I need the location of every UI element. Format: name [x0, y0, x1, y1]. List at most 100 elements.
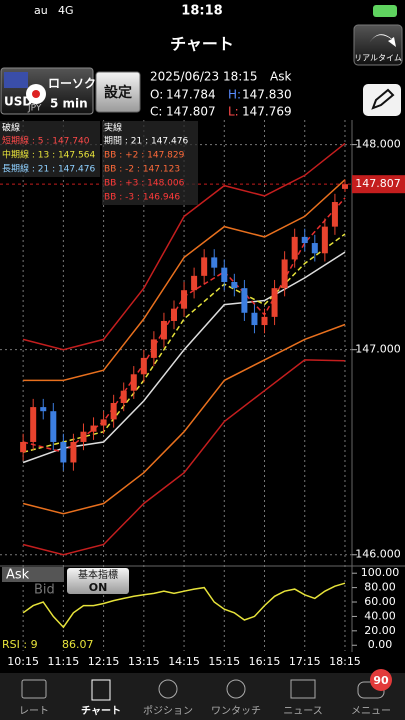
realtime-icon [368, 34, 396, 47]
candle-body [40, 407, 47, 412]
y-tick-label: 146.000 [355, 548, 401, 561]
high-label: H: [228, 88, 241, 102]
candle-body [261, 316, 268, 326]
candle-body [301, 236, 308, 244]
badge-count: 90 [373, 674, 389, 687]
legend-row: 短期線 : 5 : 147.740 [2, 135, 90, 147]
candle-body [50, 411, 57, 442]
current-price-label: 147.807 [355, 177, 401, 190]
y-tick-label: 0.00 [368, 638, 393, 651]
header-title: チャート [170, 35, 234, 54]
x-tick-label: 11:15 [48, 655, 80, 668]
tab[interactable]: メニュー [351, 706, 391, 717]
x-tick-label: 15:15 [208, 655, 240, 668]
y-tick-label: 40.00 [364, 609, 396, 622]
pencil-icon [371, 88, 395, 110]
flag-jp-dot [32, 90, 40, 98]
tab-icon [158, 679, 178, 699]
tab-icon [21, 679, 47, 699]
tab[interactable]: ワンタッチ [211, 705, 261, 717]
candle-body [80, 431, 87, 442]
candle-body [20, 441, 27, 453]
draw-button[interactable] [363, 84, 401, 116]
legend-right-box [102, 121, 198, 205]
candle-body [231, 282, 238, 289]
candle-body [241, 288, 248, 313]
tab[interactable]: ポジション [143, 705, 193, 717]
candle-body [311, 243, 318, 254]
current-price-tag [352, 175, 405, 194]
indicator-label: 基本指標 [78, 568, 118, 581]
x-tick-label: 13:15 [128, 655, 160, 668]
clock: 18:18 [181, 4, 222, 19]
tab-icon [226, 679, 246, 699]
y-tick-label: 20.00 [364, 624, 396, 637]
chart-style: ローソク [48, 77, 96, 91]
candle-body [251, 312, 258, 326]
open-value: 147.784 [166, 88, 216, 102]
y-tick-label: 147.000 [355, 343, 401, 356]
ask-label: Ask [6, 568, 30, 583]
candle-body [140, 357, 147, 375]
candle-body [30, 407, 37, 442]
low-value: 147.769 [242, 105, 292, 119]
candle-body [201, 257, 208, 276]
indicator-line [22, 142, 346, 351]
legend-row: BB : +2 : 147.829 [104, 151, 185, 161]
candle-body [130, 374, 137, 391]
low-label: L: [228, 105, 239, 119]
tab-icon [91, 679, 111, 701]
pair-top: USD [4, 95, 32, 109]
candle-body [120, 390, 127, 403]
candle-body [281, 259, 288, 289]
tab-icon [290, 679, 316, 699]
candle-body [191, 275, 198, 291]
bid-label[interactable]: Bid [34, 583, 55, 598]
indicator-line [23, 179, 346, 382]
candle-body [181, 290, 188, 309]
indicator-line [22, 323, 346, 515]
realtime-label: リアルタイム [354, 54, 402, 63]
settings-button[interactable] [95, 71, 141, 113]
legend-title: 実線 [104, 122, 122, 134]
legend-row: 長期線 : 21 : 147.476 [2, 163, 95, 175]
rsi-label: RSI : 9 [2, 638, 38, 651]
candle-body [291, 236, 298, 260]
y-tick-label: 148.000 [355, 138, 401, 151]
legend-row: 期間 : 21 : 147.476 [104, 136, 188, 147]
x-tick-label: 16:15 [249, 655, 281, 668]
close-value: 147.807 [166, 105, 216, 119]
indicator-line [22, 359, 346, 556]
badge [370, 669, 392, 691]
tab[interactable]: ニュース [283, 706, 323, 717]
y-tick-label: 80.00 [364, 581, 396, 594]
candle-body [271, 288, 278, 317]
tab[interactable]: レート [19, 706, 49, 717]
x-tick-label: 10:15 [7, 655, 39, 668]
quote-side: Ask [270, 70, 291, 84]
y-tick-label: 60.00 [364, 595, 396, 608]
battery [373, 5, 397, 17]
candle-body [160, 320, 167, 340]
legend-row: BB : +3 : 148.006 [104, 179, 185, 189]
legend-title: 破線 [2, 122, 20, 134]
network: 4G [58, 4, 74, 17]
candle-body [110, 402, 117, 420]
indicator-button[interactable] [67, 568, 129, 594]
settings-label: 設定 [104, 84, 132, 101]
candle-body [321, 226, 328, 254]
candle-body [100, 419, 107, 426]
realtime-button[interactable] [353, 24, 403, 66]
tab[interactable]: チャート [81, 705, 121, 717]
x-tick-label: 18:15 [329, 655, 361, 668]
x-tick-label: 14:15 [168, 655, 200, 668]
candle-body [150, 339, 157, 358]
quote-time: 2025/06/23 18:15 [150, 70, 258, 84]
indicator-state: ON [89, 581, 108, 594]
close-label: C: [150, 105, 162, 119]
candle-body [331, 202, 338, 227]
ask-toggle[interactable] [2, 567, 64, 582]
x-tick-label: 12:15 [88, 655, 120, 668]
legend-row: BB : -3 : 146.946 [104, 193, 180, 203]
